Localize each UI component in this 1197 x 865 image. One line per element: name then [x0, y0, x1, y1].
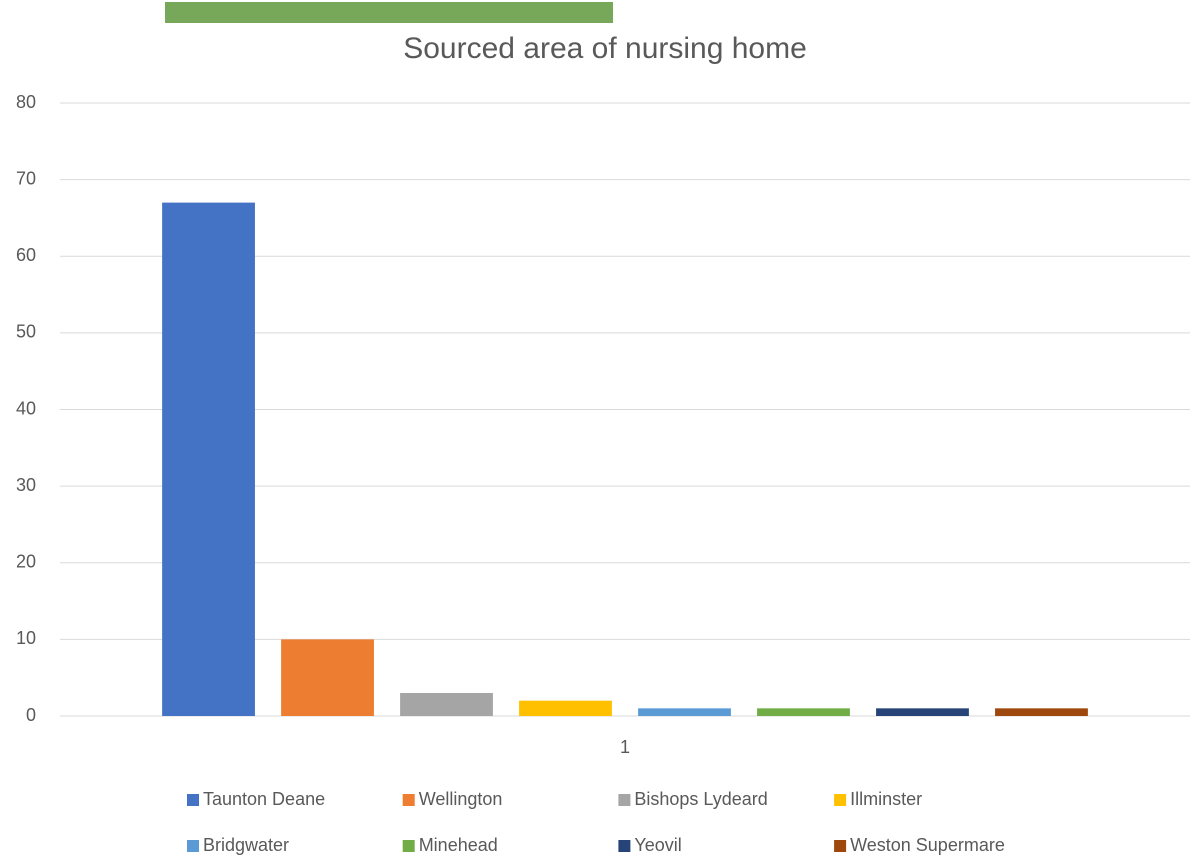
legend-swatch: [402, 840, 415, 852]
x-tick-label: 1: [620, 737, 630, 757]
bar: [995, 708, 1088, 716]
y-tick-label: 60: [16, 245, 36, 265]
y-tick-label: 50: [16, 322, 36, 342]
bar: [281, 639, 374, 716]
y-tick-label: 10: [16, 628, 36, 648]
decorative-bar: [165, 2, 613, 23]
legend-label: Yeovil: [634, 835, 681, 855]
legend-swatch: [187, 794, 199, 806]
legend-label: Wellington: [419, 789, 503, 809]
legend-label: Bishops Lydeard: [634, 789, 767, 809]
bar: [519, 700, 612, 716]
legend-swatch: [618, 840, 631, 852]
legend-label: Illminster: [850, 789, 922, 809]
legend: Taunton Deane Wellington Bishops Lydeard Il…: [187, 789, 1005, 855]
bar: [757, 708, 850, 716]
bar: [876, 708, 969, 716]
y-tick-label: 20: [16, 552, 36, 572]
legend-label: Minehead: [419, 835, 498, 855]
legend-label: Taunton Deane: [203, 789, 325, 809]
legend-swatch: [834, 794, 847, 806]
legend-swatch: [187, 840, 199, 852]
legend-label: Bridgwater: [203, 835, 289, 855]
legend-swatch: [834, 840, 847, 852]
y-tick-label: 80: [16, 92, 36, 112]
y-tick-label: 40: [16, 398, 36, 418]
legend-swatch: [618, 794, 631, 806]
bar: [162, 202, 255, 717]
bar: [400, 693, 493, 716]
legend-label: Weston Supermare: [850, 835, 1005, 855]
y-tick-label: 0: [26, 705, 36, 725]
legend-swatch: [402, 794, 415, 806]
y-tick-label: 70: [16, 168, 36, 188]
y-tick-label: 30: [16, 475, 36, 495]
bar: [638, 708, 731, 716]
chart-title: Sourced area of nursing home: [403, 32, 807, 65]
